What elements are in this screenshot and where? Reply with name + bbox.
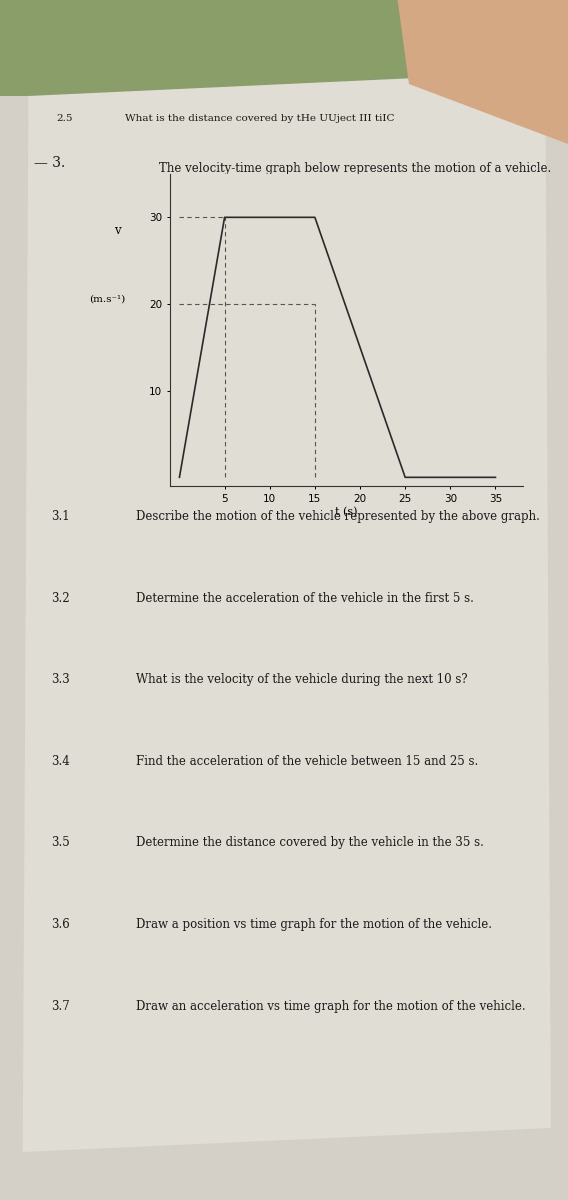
Text: 3.3: 3.3	[51, 673, 70, 686]
Text: 3.4: 3.4	[51, 755, 70, 768]
Text: (m.s⁻¹): (m.s⁻¹)	[89, 294, 125, 304]
Text: Determine the acceleration of the vehicle in the first 5 s.: Determine the acceleration of the vehicl…	[136, 592, 474, 605]
Polygon shape	[398, 0, 568, 144]
Text: v: v	[114, 223, 121, 236]
X-axis label: t (s): t (s)	[335, 508, 358, 517]
Text: 3.5: 3.5	[51, 836, 70, 850]
Text: 3.6: 3.6	[51, 918, 70, 931]
Text: 3.2: 3.2	[51, 592, 70, 605]
Text: Draw an acceleration vs time graph for the motion of the vehicle.: Draw an acceleration vs time graph for t…	[136, 1000, 526, 1013]
Polygon shape	[0, 0, 568, 96]
Text: — 3.: — 3.	[34, 156, 65, 170]
Text: 3.7: 3.7	[51, 1000, 70, 1013]
Text: 2.5: 2.5	[57, 114, 73, 122]
Text: 3.1: 3.1	[51, 510, 70, 523]
Text: The velocity-time graph below represents the motion of a vehicle.: The velocity-time graph below represents…	[159, 162, 552, 175]
Text: What is the distance covered by tHe UUject III tiIC: What is the distance covered by tHe UUje…	[125, 114, 394, 122]
Polygon shape	[23, 72, 551, 1152]
Text: Describe the motion of the vehicle represented by the above graph.: Describe the motion of the vehicle repre…	[136, 510, 540, 523]
Text: What is the velocity of the vehicle during the next 10 s?: What is the velocity of the vehicle duri…	[136, 673, 468, 686]
Text: Draw a position vs time graph for the motion of the vehicle.: Draw a position vs time graph for the mo…	[136, 918, 492, 931]
Text: Determine the distance covered by the vehicle in the 35 s.: Determine the distance covered by the ve…	[136, 836, 484, 850]
Text: Find the acceleration of the vehicle between 15 and 25 s.: Find the acceleration of the vehicle bet…	[136, 755, 479, 768]
